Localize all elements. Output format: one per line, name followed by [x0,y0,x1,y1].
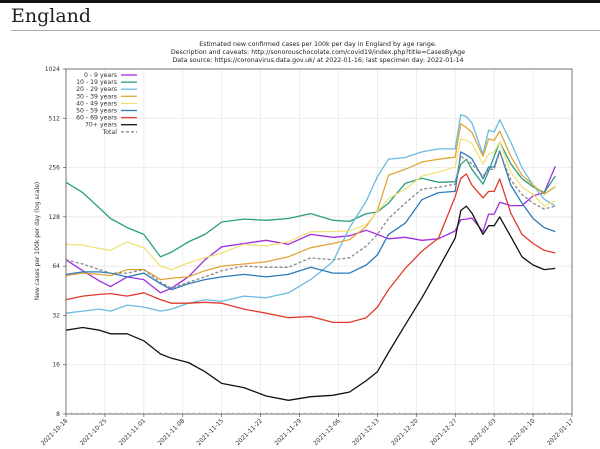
series-line-10-19-years [65,141,556,258]
legend-label: 50 - 59 years [76,108,117,115]
chart-title-line-1: Estimated new confirmed cases per 100k p… [199,41,437,48]
y-axis-ticks: 8 16 32 64 128 256 512 1024 [45,66,66,418]
legend-label: 20 - 29 years [76,86,117,93]
y-tick-label: 128 [49,214,61,221]
x-tick-label: 2021-12-27 [429,417,459,447]
series-line-40-49-years [65,138,556,271]
x-tick-label: 2022-01-03 [468,417,498,447]
series-line-20-29-years [65,114,556,314]
x-tick-label: 2021-11-22 [234,417,264,447]
x-tick-label: 2021-10-25 [79,417,109,447]
series-line-0-9-years [65,165,556,294]
legend-label: Total [102,129,118,136]
y-axis-label: New cases per 100k per day (log scale) [34,182,41,301]
series-line-50-59-years [65,150,556,291]
top-bar [0,0,600,3]
x-tick-label: 2022-01-10 [507,417,537,447]
plot-frame [65,68,573,415]
y-tick-label: 256 [49,165,61,172]
legend-label: 40 - 49 years [76,100,117,107]
legend-label: 60 - 69 years [76,115,117,122]
chart-title-line-2: Description and caveats: http://sonorous… [171,49,465,56]
y-tick-label: 16 [52,362,60,369]
y-tick-label: 64 [52,263,60,270]
y-tick-label: 8 [56,411,60,418]
x-axis-ticks: 2021-10-18 2021-10-25 2021-11-01 2021-11-08… [40,412,576,447]
section-heading: England [11,5,92,27]
y-tick-label: 1024 [45,66,60,73]
x-tick-label: 2021-11-15 [195,417,225,447]
legend-label: 70+ years [85,122,117,129]
x-tick-label: 2021-12-20 [390,417,420,447]
series-line-70-years [65,205,556,401]
x-tick-label: 2021-11-08 [157,417,187,447]
heading-divider [11,30,600,31]
legend-label: 0 - 9 years [84,72,117,79]
series-lines [65,114,556,401]
x-tick-label: 2021-12-06 [312,417,342,447]
y-tick-label: 32 [52,312,60,319]
x-tick-label: 2021-11-01 [118,417,148,447]
legend-label: 30 - 39 years [76,93,117,100]
x-tick-label: 2021-10-18 [40,417,70,447]
series-line-60-69-years [65,173,556,324]
x-tick-label: 2021-12-13 [351,417,381,447]
legend-label: 10 - 19 years [76,79,117,86]
x-tick-label: 2022-01-17 [546,417,576,447]
series-line-total [65,151,556,289]
y-tick-label: 512 [49,115,61,122]
grid [65,68,573,415]
chart-title-line-3: Data source: https://coronavirus.data.go… [172,57,463,64]
series-line-30-39-years [65,123,556,281]
x-tick-label: 2021-11-29 [273,417,303,447]
